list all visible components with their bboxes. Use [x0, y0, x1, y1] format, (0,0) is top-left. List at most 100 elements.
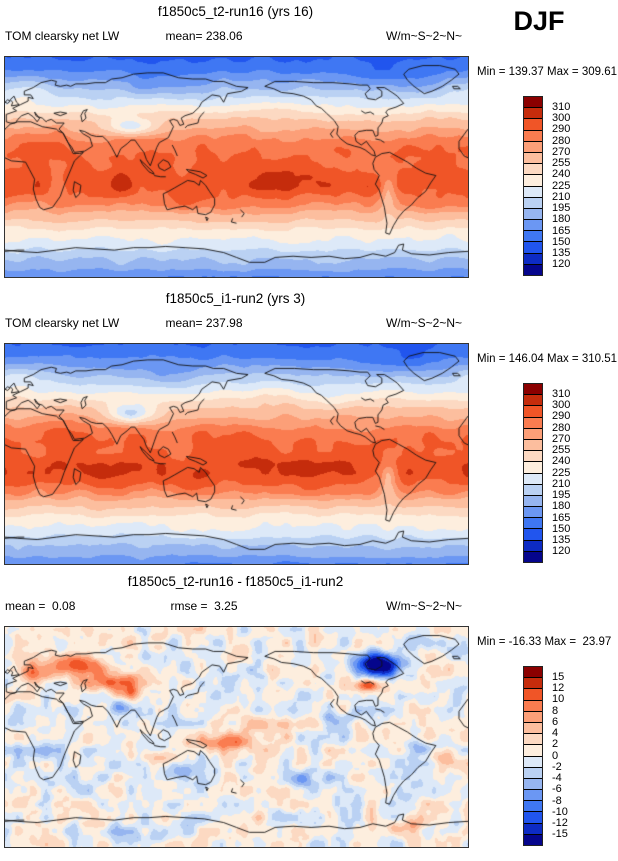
colorbar-tick-label: 165 [552, 224, 571, 237]
colorbar-segment [524, 777, 542, 790]
difference-mean-label: mean = 0.08 [5, 599, 76, 613]
colorbar-segment [524, 438, 542, 451]
colorbar-segment [524, 384, 542, 395]
case1-colorbar: 310 300 290 280 270 255 240 225 210 195 180 165 150 1… [523, 96, 598, 276]
colorbar-segment [524, 517, 542, 529]
colorbar-tick-label: 280 [552, 134, 571, 147]
colorbar-segment [524, 721, 542, 734]
colorbar-tick-label: -15 [552, 828, 568, 841]
colorbar-segment [524, 151, 542, 164]
colorbar-segment [524, 789, 542, 801]
colorbar-tick-label: 150 [552, 522, 571, 535]
colorbar-tick-label: 8 [552, 704, 559, 717]
colorbar-segment [524, 241, 542, 253]
colorbar-segment [524, 528, 542, 540]
colorbar-segment [524, 416, 542, 428]
difference-minmax-label: Min = -16.33 Max = 23.97 [477, 636, 612, 648]
colorbar-segment [524, 550, 542, 562]
colorbar-segment [524, 539, 542, 551]
colorbar-segment [524, 163, 542, 175]
colorbar-segment [524, 483, 542, 495]
case2-minmax-label: Min = 146.04 Max = 310.51 [477, 353, 618, 365]
colorbar-tick-label: 255 [552, 444, 571, 456]
colorbar-segment [524, 140, 542, 152]
colorbar-segment [524, 97, 542, 108]
colorbar-tick-label: 225 [552, 466, 571, 479]
case1-units-label: W/m~S~2~N~ [385, 29, 462, 43]
colorbar-tick-label: 15 [552, 670, 565, 683]
colorbar-segment [524, 252, 542, 264]
colorbar-segment [524, 822, 542, 834]
colorbar-tick-label: 4 [552, 727, 559, 739]
season-label: DJF [513, 6, 565, 36]
colorbar-segment [524, 185, 542, 197]
difference-world-map [4, 626, 469, 848]
colorbar-segment [524, 174, 542, 186]
colorbar-tick-label: 120 [552, 258, 571, 271]
colorbar-segment [524, 667, 542, 678]
colorbar-swatch-column [523, 383, 543, 563]
panel-case2: f1850c5_i1-run2 (yrs 3) TOM clearsky net… [0, 287, 618, 572]
colorbar-tick-label: 10 [552, 693, 565, 706]
colorbar-segment [524, 677, 542, 689]
colorbar-tick-label: -6 [552, 783, 562, 796]
colorbar-tick-label: -12 [552, 817, 568, 829]
colorbar-tick-label: -4 [552, 772, 562, 784]
case1-title: f1850c5_t2-run16 (yrs 16) [157, 4, 314, 19]
case1-world-map [4, 56, 469, 278]
colorbar-tick-label: 195 [552, 489, 571, 501]
colorbar-segment [524, 811, 542, 823]
colorbar-segment [524, 800, 542, 812]
case1-mean-label: mean= 238.06 [165, 29, 243, 43]
difference-colorbar: 15 12 10 8 6 4 2 0 -2 -4 -6 -8 -10 -12 -15 [523, 666, 598, 846]
colorbar-segment [524, 196, 542, 208]
colorbar-segment [524, 494, 542, 507]
colorbar-swatch-column [523, 96, 543, 276]
colorbar-segment [524, 833, 542, 845]
colorbar-segment [524, 263, 542, 275]
colorbar-tick-label: 0 [552, 749, 559, 762]
colorbar-segment [524, 107, 542, 119]
colorbar-segment [524, 744, 542, 756]
colorbar-tick-label: 135 [552, 534, 571, 546]
colorbar-segment [524, 207, 542, 220]
case2-colorbar: 310 300 290 280 270 255 240 225 210 195 180 165 150 1… [523, 383, 598, 563]
panel-case1: f1850c5_t2-run16 (yrs 16) TOM clearsky n… [0, 0, 618, 285]
colorbar-tick-label: 120 [552, 545, 571, 558]
colorbar-segment [524, 405, 542, 417]
case2-world-map [4, 343, 469, 565]
colorbar-tick-label: 310 [552, 100, 571, 113]
colorbar-segment [524, 461, 542, 473]
case1-variable-label: TOM clearsky net LW [5, 29, 120, 43]
colorbar-tick-label: 180 [552, 500, 571, 513]
colorbar-tick-label: 300 [552, 112, 571, 124]
colorbar-tick-label: 150 [552, 235, 571, 248]
colorbar-segment [524, 230, 542, 242]
case1-minmax-label: Min = 139.37 Max = 309.61 [477, 66, 618, 78]
colorbar-segment [524, 450, 542, 462]
colorbar-tick-label: -8 [552, 794, 562, 807]
colorbar-segment [524, 219, 542, 231]
case2-mean-label: mean= 237.98 [165, 316, 243, 330]
colorbar-tick-label: 310 [552, 387, 571, 400]
colorbar-tick-label: 210 [552, 190, 571, 203]
colorbar-swatch-column [523, 666, 543, 846]
colorbar-tick-label: 280 [552, 421, 571, 434]
colorbar-tick-label: 290 [552, 410, 571, 423]
colorbar-tick-label: -2 [552, 760, 562, 773]
colorbar-tick-label: 290 [552, 123, 571, 136]
difference-title: f1850c5_t2-run16 - f1850c5_i1-run2 [127, 574, 344, 589]
case2-units-label: W/m~S~2~N~ [385, 316, 462, 330]
colorbar-segment [524, 394, 542, 406]
colorbar-tick-label: 210 [552, 477, 571, 490]
difference-rmse-label: rmse = 3.25 [170, 599, 238, 613]
colorbar-tick-label: 2 [552, 738, 559, 751]
colorbar-segment [524, 710, 542, 722]
colorbar-tick-label: 6 [552, 715, 559, 728]
colorbar-segment [524, 688, 542, 700]
colorbar-tick-label: 12 [552, 682, 565, 694]
colorbar-tick-label: 240 [552, 455, 571, 468]
colorbar-segment [524, 755, 542, 767]
colorbar-tick-label: 270 [552, 432, 571, 445]
